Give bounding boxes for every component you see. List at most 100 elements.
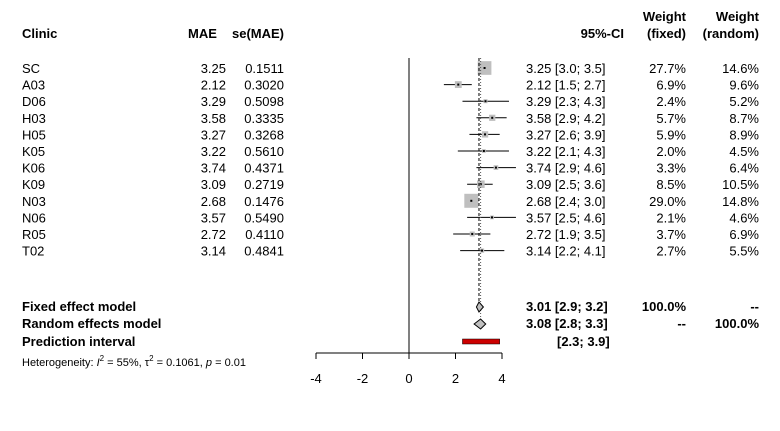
fixed-label: Fixed effect model [22, 299, 136, 314]
study-weight-fixed: 3.7% [656, 227, 686, 242]
x-tick-label: 0 [405, 371, 412, 386]
study-point [482, 150, 485, 152]
random-diamond [473, 318, 487, 330]
study-se: 0.4371 [244, 161, 284, 176]
study-weight-random: 6.4% [729, 161, 759, 176]
header-weight-random-2: (random) [703, 26, 759, 41]
study-se: 0.4841 [244, 244, 284, 259]
study-marks [443, 61, 516, 253]
x-tick-label: 2 [452, 371, 459, 386]
study-point [491, 116, 494, 119]
study-point [481, 249, 484, 252]
study-se: 0.4110 [245, 227, 284, 242]
random-label: Random effects model [22, 316, 161, 331]
study-point [457, 83, 460, 86]
study-se: 0.2719 [244, 177, 284, 192]
header-ci: 95%-CI [581, 26, 624, 41]
study-weight-random: 4.6% [729, 210, 759, 225]
random-weight-fixed: -- [677, 316, 686, 331]
study-ci: 3.58 [2.9; 4.2] [526, 111, 606, 126]
x-axis: -4 -2 0 2 4 [310, 58, 506, 386]
study-se: 0.3268 [244, 127, 284, 142]
study-weight-fixed: 29.0% [649, 194, 686, 209]
study-ci: 3.25 [3.0; 3.5] [526, 61, 606, 76]
study-weight-random: 4.5% [729, 144, 759, 159]
study-mae: 2.72 [201, 227, 226, 242]
study-mae: 3.29 [201, 94, 226, 109]
fixed-ci: 3.01 [2.9; 3.2] [526, 299, 608, 314]
study-point [483, 67, 486, 69]
x-tick-label: -2 [357, 371, 369, 386]
study-clinic: K05 [22, 144, 45, 159]
study-ci: 3.29 [2.3; 4.3] [526, 94, 606, 109]
study-ci: 3.14 [2.2; 4.1] [526, 244, 606, 259]
study-weight-random: 5.2% [729, 94, 759, 109]
study-ci: 2.68 [2.4; 3.0] [526, 194, 606, 209]
study-weight-fixed: 3.3% [656, 161, 686, 176]
study-se: 0.3335 [244, 111, 284, 126]
study-mae: 3.57 [201, 210, 226, 225]
study-weight-random: 6.9% [729, 227, 759, 242]
study-clinic: SC [22, 61, 40, 76]
study-point [470, 199, 473, 202]
study-rows: SC 3.25 0.1511 3.25 [3.0; 3.5] 27.7% 14.6% A03… [22, 61, 759, 259]
study-weight-fixed: 2.1% [656, 210, 686, 225]
study-clinic: K06 [22, 161, 45, 176]
study-weight-fixed: 5.9% [656, 127, 686, 142]
study-point [484, 100, 487, 103]
study-se: 0.5098 [244, 94, 284, 109]
study-weight-random: 14.6% [722, 61, 759, 76]
header-clinic: Clinic [22, 26, 57, 41]
study-point [494, 166, 497, 169]
study-se: 0.3020 [244, 78, 284, 93]
study-clinic: T02 [22, 244, 44, 259]
study-clinic: K09 [22, 177, 45, 192]
study-clinic: D06 [22, 94, 46, 109]
study-clinic: A03 [22, 78, 45, 93]
study-clinic: H05 [22, 127, 46, 142]
fixed-weight-random: -- [750, 299, 759, 314]
fixed-weight-fixed: 100.0% [642, 299, 687, 314]
study-weight-random: 14.8% [722, 194, 759, 209]
fixed-diamond [475, 301, 485, 313]
prediction-label: Prediction interval [22, 334, 135, 349]
study-weight-fixed: 2.4% [656, 94, 686, 109]
header-weight-fixed-2: (fixed) [647, 26, 686, 41]
study-weight-fixed: 2.0% [656, 144, 686, 159]
study-weight-random: 8.7% [729, 111, 759, 126]
study-mae: 3.58 [201, 111, 226, 126]
study-weight-random: 9.6% [729, 78, 759, 93]
study-mae: 2.68 [201, 194, 226, 209]
header-weight-fixed-1: Weight [643, 9, 687, 24]
study-ci: 3.74 [2.9; 4.6] [526, 161, 606, 176]
random-weight-random: 100.0% [715, 316, 760, 331]
study-weight-random: 10.5% [722, 177, 759, 192]
study-clinic: H03 [22, 111, 46, 126]
prediction-ci: [2.3; 3.9] [557, 334, 610, 349]
header-se: se(MAE) [232, 26, 284, 41]
study-mae: 3.74 [201, 161, 226, 176]
study-ci: 3.09 [2.5; 3.6] [526, 177, 606, 192]
study-weight-random: 5.5% [729, 244, 759, 259]
heterogeneity-text: Heterogeneity: I2 = 55%, τ2 = 0.1061, p … [22, 354, 246, 369]
study-mae: 3.09 [201, 177, 226, 192]
study-mae: 2.12 [201, 78, 226, 93]
study-point [491, 216, 494, 219]
study-se: 0.5610 [244, 144, 284, 159]
study-ci: 3.27 [2.6; 3.9] [526, 127, 606, 142]
study-weight-fixed: 5.7% [656, 111, 686, 126]
study-ci: 3.22 [2.1; 4.3] [526, 144, 606, 159]
study-mae: 3.27 [201, 127, 226, 142]
study-ci: 3.57 [2.5; 4.6] [526, 210, 606, 225]
study-se: 0.5490 [244, 210, 284, 225]
study-mae: 3.14 [201, 244, 226, 259]
study-ci: 2.12 [1.5; 2.7] [526, 78, 606, 93]
study-mae: 3.22 [201, 144, 226, 159]
study-se: 0.1476 [244, 194, 284, 209]
study-point [471, 233, 474, 235]
study-weight-random: 8.9% [729, 127, 759, 142]
x-tick-label: 4 [498, 371, 505, 386]
study-ci: 2.72 [1.9; 3.5] [526, 227, 606, 242]
prediction-bar [462, 338, 500, 345]
